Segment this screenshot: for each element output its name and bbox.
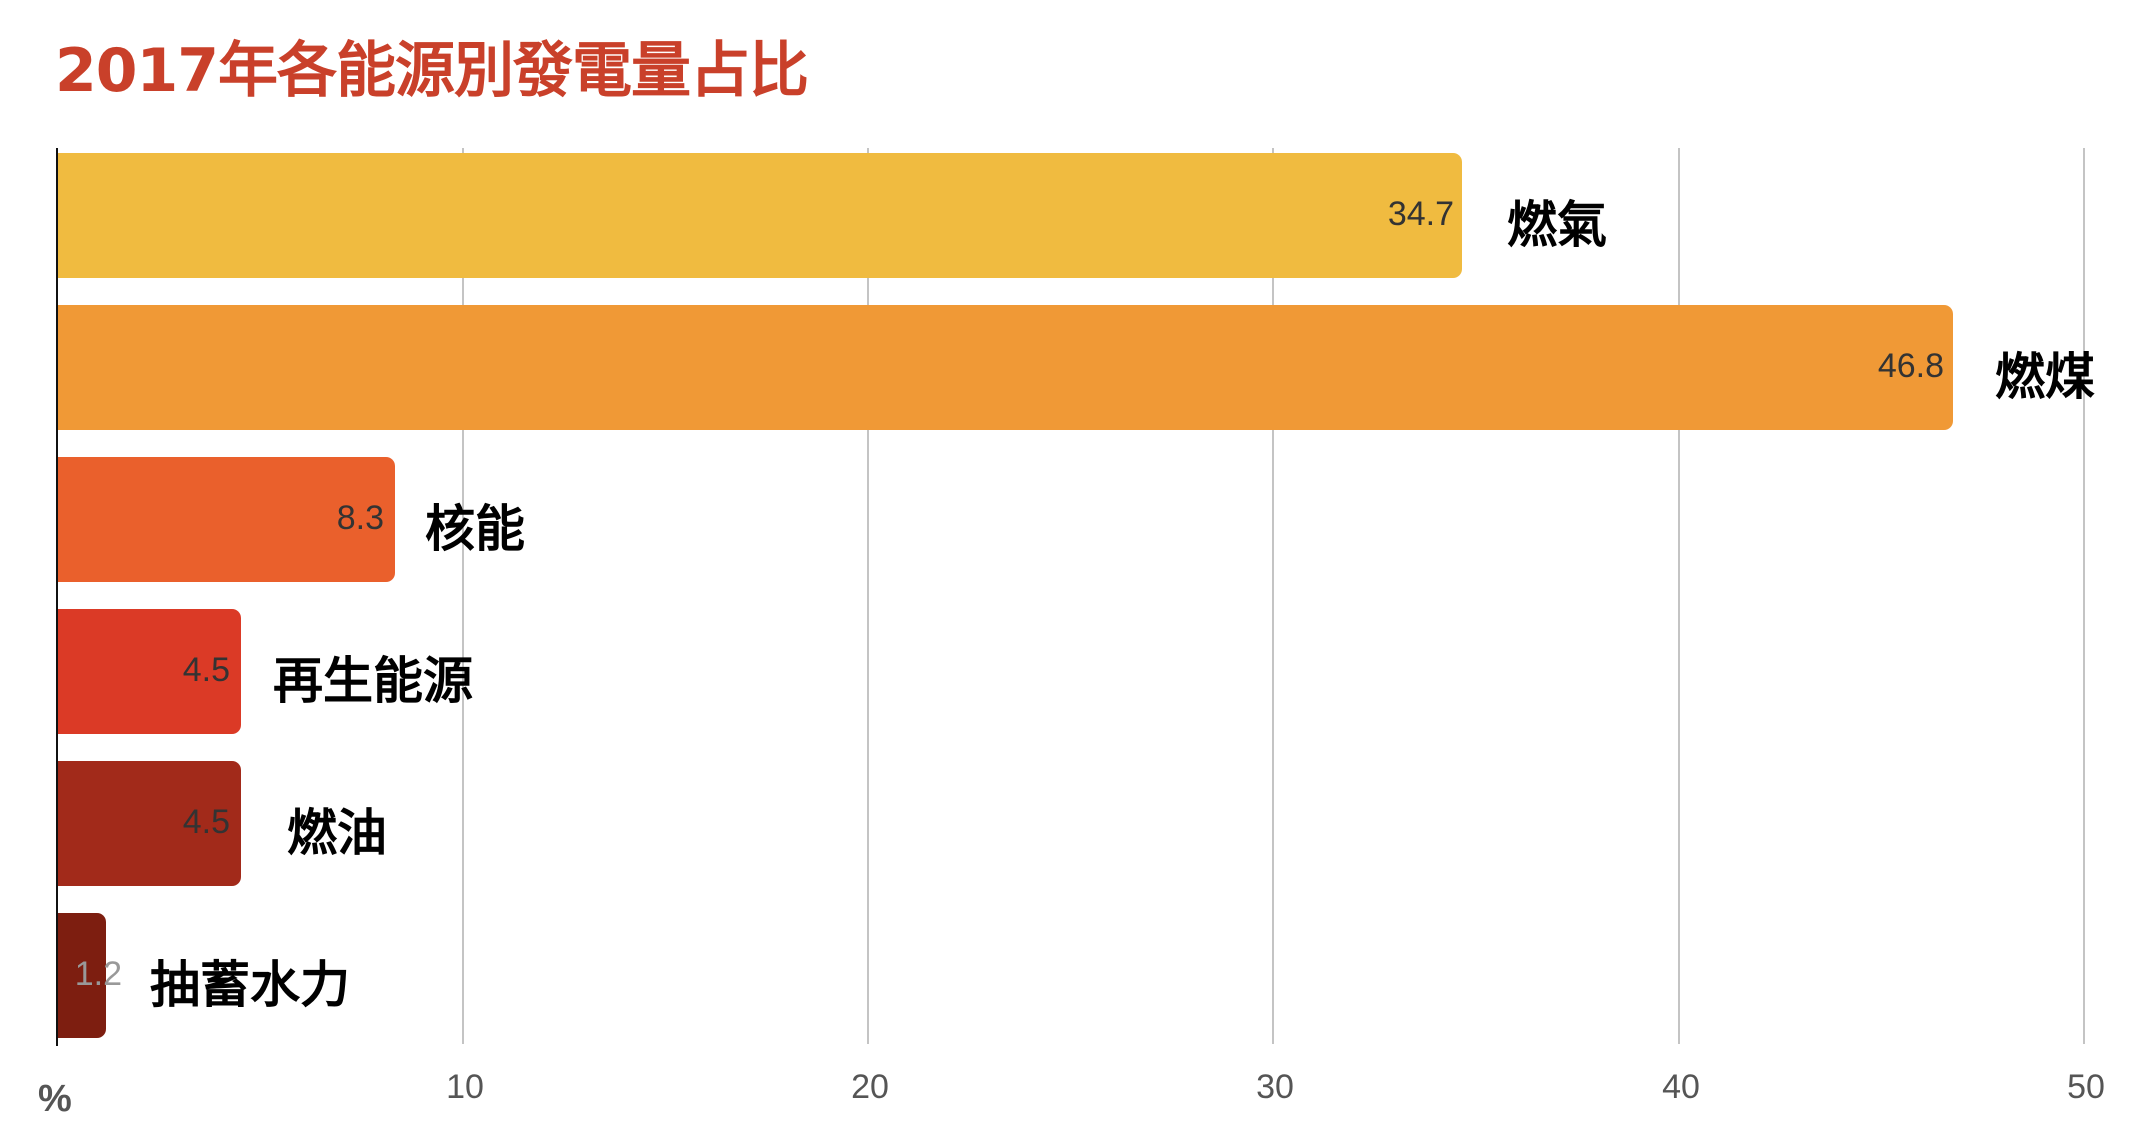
- value-label: 4.5: [182, 803, 230, 841]
- bar-gas: [58, 153, 1462, 278]
- y-axis-line: [56, 148, 58, 1046]
- value-label: 46.8: [1877, 347, 1944, 385]
- x-tick-label: 10: [446, 1068, 484, 1106]
- value-label: 1.2: [74, 955, 122, 993]
- gridline-20: [867, 148, 869, 1044]
- gridline-30: [1272, 148, 1274, 1044]
- x-tick-label: 20: [851, 1068, 889, 1106]
- bar-nuclear: [58, 457, 395, 582]
- value-label: 8.3: [336, 499, 384, 537]
- x-tick-label: 50: [2067, 1068, 2105, 1106]
- chart-title: 2017年各能源別發電量占比: [55, 36, 809, 106]
- bar-renewable: [58, 609, 241, 734]
- category-label: 再生能源: [273, 652, 473, 710]
- gridline-10: [462, 148, 464, 1044]
- x-axis-unit: %: [38, 1078, 72, 1120]
- value-label: 4.5: [182, 651, 230, 689]
- value-label: 34.7: [1387, 195, 1454, 233]
- bar-coal: [58, 305, 1953, 430]
- gridline-50: [2083, 148, 2085, 1044]
- category-label: 燃煤: [1995, 348, 2095, 406]
- x-tick-label: 40: [1662, 1068, 1700, 1106]
- category-label: 抽蓄水力: [150, 956, 350, 1014]
- category-label: 燃氣: [1507, 196, 1607, 254]
- category-label: 核能: [425, 500, 525, 558]
- category-label: 燃油: [287, 804, 387, 862]
- bar-pumped-hydro: [58, 913, 106, 1038]
- x-tick-label: 30: [1256, 1068, 1294, 1106]
- gridline-40: [1678, 148, 1680, 1044]
- bar-oil: [58, 761, 241, 886]
